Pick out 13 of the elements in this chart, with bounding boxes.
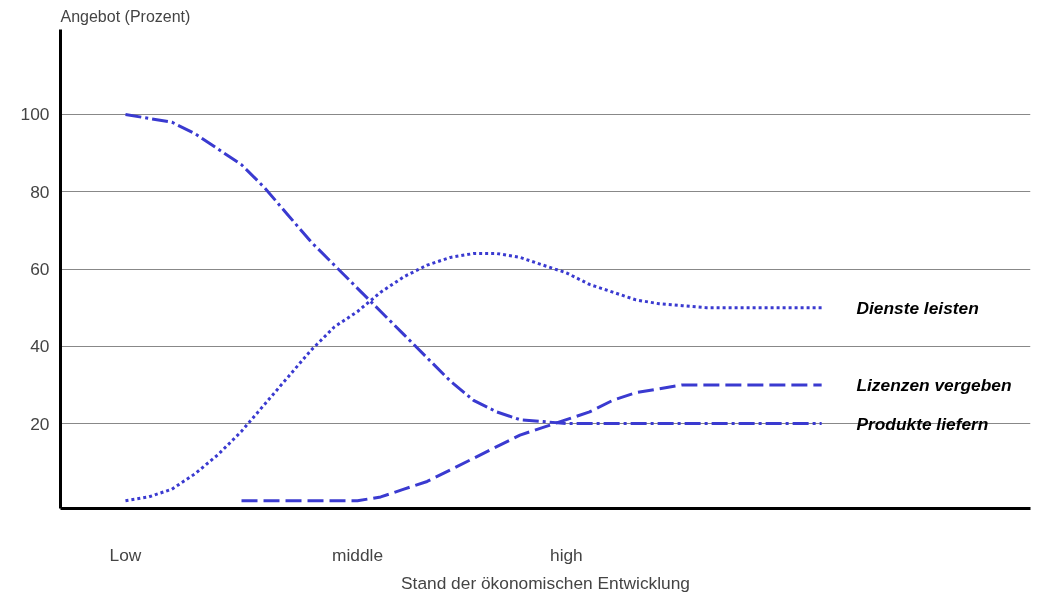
x-axis-title: Stand der ökonomischen Entwicklung [401, 572, 690, 593]
x-tick-label: Low [109, 544, 142, 565]
y-tick-label: 60 [30, 259, 50, 279]
y-tick-label: 100 [20, 104, 50, 125]
text: Produkte liefern [856, 413, 989, 434]
y-tick-label: 80 [30, 181, 50, 202]
text: Lizenzen vergeben [856, 374, 1012, 395]
x-tick-label: high [550, 544, 583, 565]
y-tick-label: 40 [30, 336, 50, 357]
text: Dienste leisten [856, 297, 979, 318]
x-tick-label: middle [332, 544, 384, 565]
y-tick-label: 20 [30, 413, 50, 434]
y-axis-title: Angebot (Prozent) [60, 7, 191, 25]
